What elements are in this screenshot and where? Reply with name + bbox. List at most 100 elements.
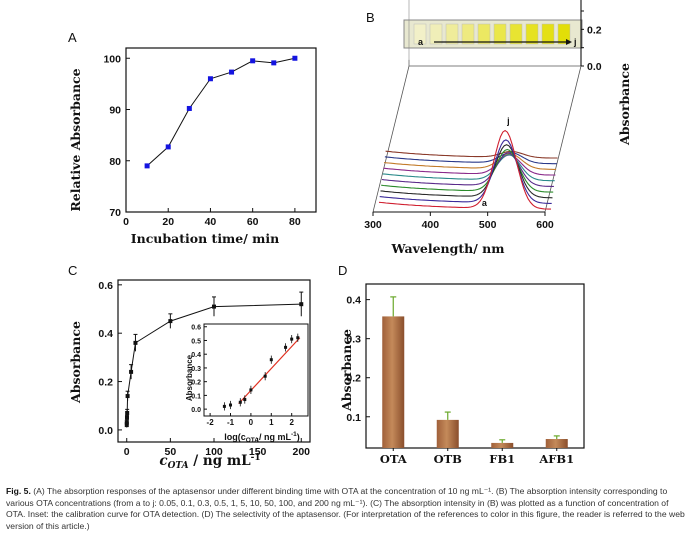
panel-d-ylabel: Absorbance	[339, 329, 354, 412]
panel-c-inset-xlabel-close: )	[297, 432, 300, 442]
panel-c-inset-point	[222, 404, 226, 408]
panel-c-ytick-label: 0.0	[98, 425, 113, 437]
panel-c-xlabel: cOTA / ng mL-1	[159, 453, 260, 471]
caption-label: Fig. 5.	[6, 486, 31, 496]
panel-c-inset-ytick-label: 0.3	[191, 366, 201, 373]
panel-c-xtick-label: 0	[124, 446, 130, 458]
panel-d-frame	[365, 283, 585, 449]
panel-c-inset-point	[249, 388, 253, 392]
panel-b-vial	[445, 23, 459, 45]
panel-c-inset-xtick-label: 1	[269, 418, 274, 427]
panel-c-inset-xlabel: log(cOTA/ ng mL-1)	[224, 431, 300, 444]
panel-c-point	[124, 415, 129, 420]
panel-a-ytick-label: 90	[109, 105, 121, 117]
panel-c-ytick-label: 0.6	[98, 280, 113, 292]
panel-c-inset-xlabel-unit: / ng mL	[259, 432, 291, 442]
panel-b-series-label-a: a	[482, 198, 488, 208]
panel-b-xtick-label: 600	[536, 219, 554, 231]
panel-c-point	[133, 340, 138, 345]
panel-c-inset-point	[269, 358, 273, 362]
panel-b-chart: aj0.00.20.40.6300400500600aj	[364, 0, 602, 231]
panel-c-xlabel-c: c	[159, 453, 167, 469]
panel-b-spectrum	[384, 153, 557, 170]
panel-c-inset-xlabel-sub: OTA	[246, 437, 260, 444]
panel-b-spectrum	[383, 154, 556, 176]
panel-c-inset-xlabel-log: log(c	[224, 432, 246, 442]
panel-b-spectrum	[381, 148, 554, 193]
panel-d-ytick-label: 0.4	[346, 295, 361, 307]
panel-c-inset-ytick-label: 0.4	[191, 352, 201, 359]
panel-a-point	[165, 144, 171, 150]
panel-a-xtick-label: 0	[123, 216, 129, 228]
panel-b-vial-label-j: j	[573, 37, 577, 47]
panel-a-xlabel: Incubation time/ min	[131, 231, 279, 246]
panel-a-point	[186, 105, 192, 111]
panel-d-category-label: AFB1	[538, 452, 574, 466]
panel-d-ytick-label: 0.2	[346, 373, 361, 385]
panel-a-point	[229, 69, 235, 75]
panel-b-xlabel: Wavelength/ nm	[391, 241, 505, 256]
panel-d-category-label: FB1	[489, 452, 515, 466]
panel-d-chart: 0.1 0.2 0.3 0.4 OTA OTB FB1 AFB1	[346, 283, 585, 466]
panel-a-frame	[125, 47, 317, 213]
panel-b-vial	[493, 23, 507, 45]
panel-d-bar	[382, 316, 405, 448]
panel-c-ytick-label: 0.4	[98, 328, 113, 340]
panel-label-c: C	[68, 263, 77, 278]
panel-b-spectrum	[380, 144, 553, 199]
panel-a-chart: 0 20 40 60 80 70 80 90 100	[103, 47, 317, 228]
panel-a-ytick-label: 80	[109, 156, 121, 168]
panel-d-category-label: OTB	[434, 452, 463, 466]
panel-a-ytick-label: 70	[109, 207, 121, 219]
panel-c-inset-point	[296, 336, 300, 340]
panel-c-inset-point	[284, 345, 288, 349]
panel-b-xtick-label: 300	[364, 219, 382, 231]
panel-b-vial	[509, 23, 523, 45]
panel-c-point	[168, 319, 173, 324]
panel-d-ytick-label: 0.1	[346, 412, 361, 424]
panel-c-inset-ytick-label: 0.2	[191, 380, 201, 387]
panel-a-point	[250, 58, 256, 64]
panel-b-spectrum	[384, 152, 557, 165]
panel-c-inset-fit-line	[238, 337, 301, 405]
panel-c-inset-xtick-label: 0	[249, 418, 254, 427]
panel-c-inset-xtick-label: -1	[227, 418, 235, 427]
panel-b-vial	[525, 23, 539, 45]
panel-c-inset-xlabel-sup: -1	[291, 431, 297, 438]
panel-a-ytick-label: 100	[103, 53, 121, 65]
panel-d-bar	[491, 442, 514, 448]
panel-a-point	[292, 55, 298, 61]
panel-d-category-label: OTA	[380, 452, 408, 466]
panel-c-xtick-label: 200	[293, 446, 311, 458]
panel-b-vial-label-a: a	[418, 37, 424, 47]
panel-b-spectrum	[379, 139, 552, 204]
panel-c-inset-xtick-label: -2	[207, 418, 215, 427]
panel-b-vial	[413, 23, 427, 45]
panel-c-point	[129, 369, 134, 374]
panel-b-spectrum	[385, 150, 558, 159]
panel-a-xtick-label: 80	[289, 216, 301, 228]
panel-b-spectrum	[382, 154, 555, 182]
panel-d-bar	[436, 419, 459, 448]
panel-b-zlabel: Absorbance	[617, 63, 632, 146]
panel-c-xlabel-sub: OTA	[168, 461, 189, 471]
caption-text: (A) The absorption responses of the apta…	[6, 486, 685, 531]
panel-b-vial	[429, 23, 443, 45]
panel-a-xtick-label: 20	[162, 216, 174, 228]
panel-b-xtick-label: 400	[422, 219, 440, 231]
figure-caption: Fig. 5. (A) The absorption responses of …	[6, 486, 686, 532]
panel-c-inset-point	[243, 398, 247, 402]
panel-a-point	[144, 163, 150, 169]
panel-d-bar	[545, 439, 568, 448]
panel-label-b: B	[366, 10, 375, 25]
panel-a-xtick-label: 40	[205, 216, 217, 228]
panel-b-right-floor	[544, 65, 582, 213]
panel-c-inset-point	[290, 337, 294, 341]
panel-c-inset-ylabel: Absorbance	[185, 354, 194, 401]
panel-c-inset-ytick-label: 0.6	[191, 325, 201, 332]
panel-c-point	[212, 304, 216, 309]
panel-a-point	[207, 76, 213, 82]
panel-a-series-line	[146, 57, 295, 167]
panel-c-xlabel-unit: / ng mL	[189, 453, 252, 469]
panel-c-xtick-label: 100	[205, 446, 223, 458]
